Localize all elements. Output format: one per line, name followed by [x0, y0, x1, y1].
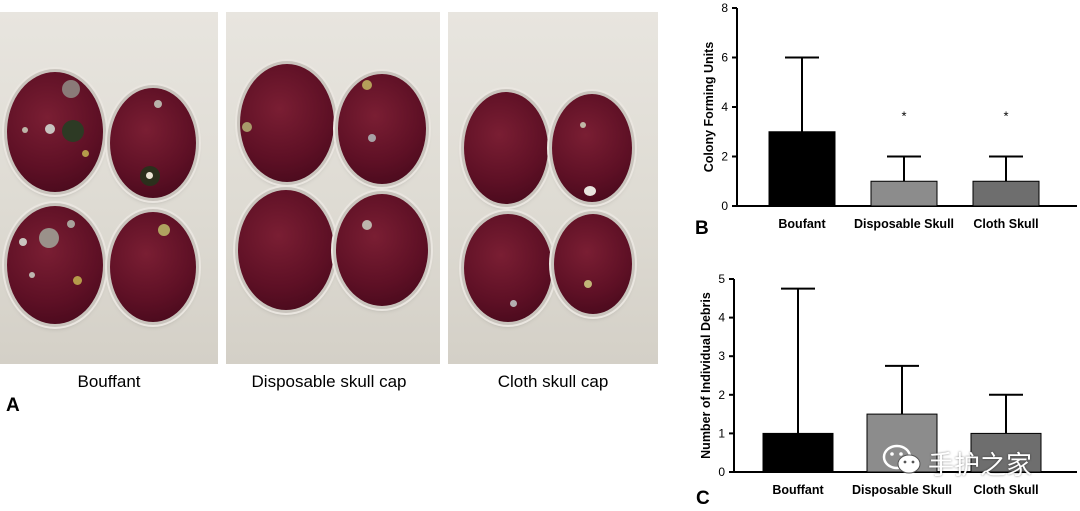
bar — [972, 180, 1040, 207]
bar — [768, 131, 836, 207]
bar — [870, 180, 938, 207]
petri-dish — [554, 214, 632, 314]
y-tick-label: 0 — [721, 199, 728, 213]
y-tick-label: 8 — [721, 1, 728, 15]
petri-dish — [110, 212, 196, 322]
panel-label-c: C — [696, 488, 710, 509]
y-tick-label: 2 — [718, 388, 725, 402]
significance-marker: * — [901, 109, 906, 124]
y-axis-label: Colony Forming Units — [702, 42, 716, 173]
caption-disposable-skull-cap: Disposable skull cap — [251, 372, 407, 391]
petri-dish — [7, 72, 103, 192]
bar — [762, 432, 834, 473]
watermark-text: 手护之家 — [928, 450, 1033, 481]
y-tick-label: 4 — [718, 311, 725, 325]
caption-cloth-skull-cap: Cloth skull cap — [497, 372, 609, 391]
petri-dish — [338, 74, 426, 184]
y-tick-label: 5 — [718, 272, 725, 286]
photo-panel-disposable — [226, 12, 440, 364]
category-label: Cloth Skull — [973, 483, 1038, 497]
petri-dish — [110, 88, 196, 198]
petri-dish — [552, 94, 632, 202]
bar — [970, 432, 1042, 473]
panel-label-b: B — [695, 218, 709, 239]
photo-panel-cloth — [448, 12, 658, 364]
watermark: 手护之家 — [882, 443, 1032, 483]
caption-bouffant: Bouffant — [77, 372, 141, 391]
petri-dish — [240, 64, 334, 182]
petri-dish — [464, 214, 552, 322]
petri-dish — [238, 190, 334, 310]
category-label: Disposable Skull — [852, 483, 952, 497]
y-tick-label: 4 — [721, 100, 728, 114]
petri-dish — [7, 206, 103, 324]
chart-colony-forming-units: 0 2 4 6 8 Colony Forming Units Boufant Disposab… — [702, 1, 1077, 231]
y-tick-label: 6 — [721, 51, 728, 65]
significance-marker: * — [1003, 109, 1008, 124]
y-tick-label: 0 — [718, 465, 725, 479]
category-label: Bouffant — [772, 483, 824, 497]
panel-label-a: A — [6, 395, 20, 416]
photo-panel-bouffant — [0, 12, 218, 364]
y-axis-label: Number of Individual Debris — [699, 292, 713, 459]
chart-individual-debris: 0 1 2 3 4 5 Number of Individual Debris Bouffan… — [699, 272, 1077, 497]
category-label: Disposable Skull — [854, 217, 954, 231]
category-label: Cloth Skull — [973, 217, 1038, 231]
petri-dish — [464, 92, 548, 204]
petri-dish — [336, 194, 428, 306]
category-label: Boufant — [778, 217, 826, 231]
y-tick-label: 2 — [721, 150, 728, 164]
y-tick-label: 3 — [718, 349, 725, 363]
wechat-icon — [882, 443, 922, 484]
y-tick-label: 1 — [718, 426, 725, 440]
